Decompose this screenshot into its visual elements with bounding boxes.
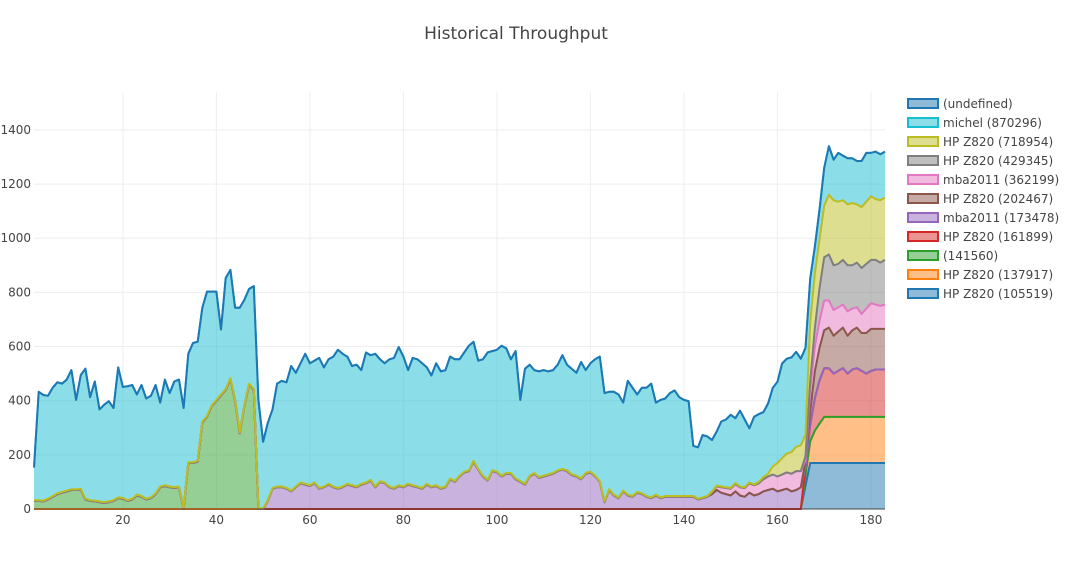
legend-label: HP Z820 (105519)	[943, 287, 1053, 301]
legend-swatch	[907, 98, 939, 109]
series-line	[33, 145, 886, 468]
x-tick-label: 40	[209, 513, 224, 527]
legend-swatch	[907, 174, 939, 185]
x-tick-label: 60	[302, 513, 317, 527]
legend-label: HP Z820 (202467)	[943, 192, 1053, 206]
plot-areas	[34, 146, 885, 509]
legend-swatch	[907, 250, 939, 261]
legend-label: HP Z820 (718954)	[943, 135, 1053, 149]
x-tick-label: 140	[672, 513, 695, 527]
legend-label: (141560)	[943, 249, 998, 263]
legend-label: michel (870296)	[943, 116, 1042, 130]
y-tick-label: 600	[8, 340, 31, 354]
legend-swatch	[907, 193, 939, 204]
legend-item[interactable]: HP Z820 (161899)	[907, 230, 1053, 244]
legend-label: HP Z820 (429345)	[943, 154, 1053, 168]
legend-swatch	[907, 212, 939, 223]
legend-item[interactable]: mba2011 (362199)	[907, 173, 1059, 187]
series-line	[34, 193, 886, 510]
y-tick-label: 800	[8, 285, 31, 299]
series-area	[34, 368, 885, 509]
legend-item[interactable]: (141560)	[907, 249, 998, 263]
series-area	[34, 379, 885, 509]
y-tick-label: 1200	[0, 177, 31, 191]
legend-item[interactable]: michel (870296)	[907, 116, 1042, 130]
legend-item[interactable]: HP Z820 (105519)	[907, 287, 1053, 301]
chart-title: Historical Throughput	[424, 24, 608, 44]
legend-swatch	[907, 136, 939, 147]
legend-item[interactable]: HP Z820 (718954)	[907, 135, 1053, 149]
legend-item[interactable]: mba2011 (173478)	[907, 211, 1059, 225]
legend-item[interactable]: HP Z820 (202467)	[907, 192, 1053, 206]
x-tick-label: 80	[396, 513, 411, 527]
series-area	[34, 146, 885, 509]
x-tick-label: 100	[485, 513, 508, 527]
legend-item[interactable]: HP Z820 (137917)	[907, 268, 1053, 282]
legend-swatch	[907, 288, 939, 299]
y-tick-label: 0	[23, 502, 31, 516]
legend-label: HP Z820 (161899)	[943, 230, 1053, 244]
y-tick-label: 400	[8, 394, 31, 408]
legend-label: HP Z820 (137917)	[943, 268, 1053, 282]
legend-swatch	[907, 155, 939, 166]
y-tick-label: 1400	[0, 123, 31, 137]
legend-label: mba2011 (362199)	[943, 173, 1059, 187]
legend-swatch	[907, 117, 939, 128]
legend-swatch	[907, 269, 939, 280]
legend-item[interactable]: HP Z820 (429345)	[907, 154, 1053, 168]
axes: 20 40 60 80 100 120 140 160 180 0 200 400 600 800 1000…	[0, 123, 885, 527]
y-tick-label: 1000	[0, 231, 31, 245]
legend-label: mba2011 (173478)	[943, 211, 1059, 225]
x-tick-label: 180	[860, 513, 883, 527]
x-tick-label: 120	[579, 513, 602, 527]
x-tick-label: 20	[115, 513, 130, 527]
legend-label: (undefined)	[943, 97, 1013, 111]
y-tick-label: 200	[8, 448, 31, 462]
legend-item[interactable]: (undefined)	[907, 97, 1013, 111]
legend-swatch	[907, 231, 939, 242]
legend[interactable]: (undefined) michel (870296) HP Z820 (71895…	[907, 97, 1059, 301]
x-tick-label: 160	[766, 513, 789, 527]
